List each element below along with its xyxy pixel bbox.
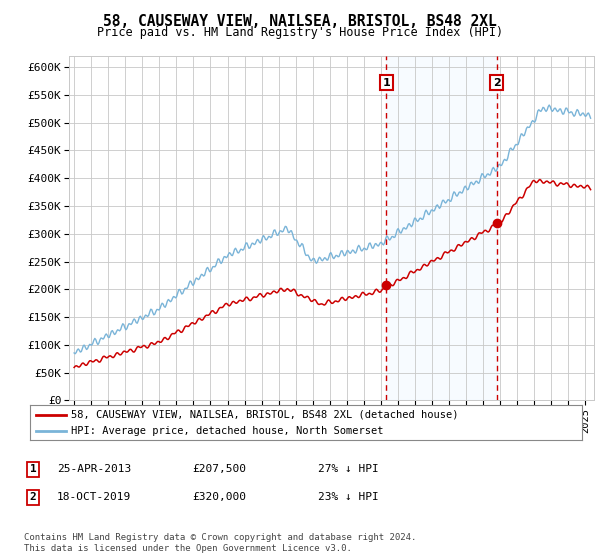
- Text: 2: 2: [29, 492, 37, 502]
- Text: 1: 1: [29, 464, 37, 474]
- Text: £207,500: £207,500: [192, 464, 246, 474]
- Text: 2: 2: [493, 78, 501, 88]
- Bar: [386, 56, 497, 400]
- Text: 27% ↓ HPI: 27% ↓ HPI: [318, 464, 379, 474]
- Text: Contains HM Land Registry data © Crown copyright and database right 2024.
This d: Contains HM Land Registry data © Crown c…: [24, 533, 416, 553]
- Text: £320,000: £320,000: [192, 492, 246, 502]
- Text: 58, CAUSEWAY VIEW, NAILSEA, BRISTOL, BS48 2XL: 58, CAUSEWAY VIEW, NAILSEA, BRISTOL, BS4…: [103, 14, 497, 29]
- Text: 18-OCT-2019: 18-OCT-2019: [57, 492, 131, 502]
- Text: 1: 1: [383, 78, 390, 88]
- Text: 23% ↓ HPI: 23% ↓ HPI: [318, 492, 379, 502]
- Text: 58, CAUSEWAY VIEW, NAILSEA, BRISTOL, BS48 2XL (detached house): 58, CAUSEWAY VIEW, NAILSEA, BRISTOL, BS4…: [71, 409, 459, 419]
- Text: HPI: Average price, detached house, North Somerset: HPI: Average price, detached house, Nort…: [71, 426, 384, 436]
- Text: Price paid vs. HM Land Registry's House Price Index (HPI): Price paid vs. HM Land Registry's House …: [97, 26, 503, 39]
- Text: 25-APR-2013: 25-APR-2013: [57, 464, 131, 474]
